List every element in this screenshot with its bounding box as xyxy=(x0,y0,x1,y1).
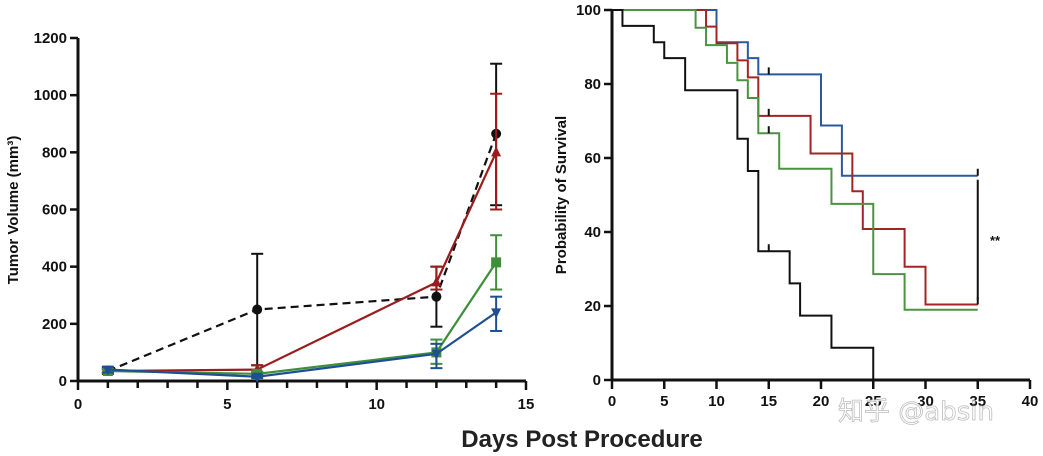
y-tick-label: 600 xyxy=(42,202,67,219)
data-point xyxy=(252,372,263,383)
significance-annotation: ** xyxy=(990,233,1001,248)
y-tick-label: 100 xyxy=(576,2,601,19)
series-line-red xyxy=(107,151,498,373)
survival-step-line xyxy=(612,9,875,380)
series-green xyxy=(101,234,503,379)
series-red xyxy=(101,92,503,375)
survival-curve-blue xyxy=(612,9,979,177)
shared-x-axis-title: Days Post Procedure xyxy=(461,426,702,453)
data-point xyxy=(431,276,442,287)
survival-curve-green xyxy=(612,9,978,311)
data-point xyxy=(431,349,442,360)
data-point xyxy=(491,257,502,268)
x-tick-label: 40 xyxy=(1022,393,1039,410)
series-blue xyxy=(101,295,503,383)
y-tick-label: 80 xyxy=(584,76,601,93)
y-tick-label: 40 xyxy=(584,224,601,241)
series-line-black xyxy=(107,133,498,373)
watermark: 知乎 @absin xyxy=(838,397,994,427)
data-point xyxy=(431,291,442,302)
y-tick-label: 1200 xyxy=(34,30,67,47)
y-tick-label: 0 xyxy=(593,372,601,389)
y-tick-label: 20 xyxy=(584,298,601,315)
series-black xyxy=(101,62,503,376)
y-tick-label: 200 xyxy=(42,316,67,333)
survival-curve-red xyxy=(612,9,979,306)
survival-y-axis-title: Probability of Survival xyxy=(553,116,570,274)
x-tick-label: 20 xyxy=(813,393,830,410)
survival-step-line xyxy=(612,9,978,311)
x-tick-label: 25 xyxy=(865,393,882,410)
x-tick-label: 5 xyxy=(223,396,231,413)
data-point xyxy=(102,365,113,376)
x-tick-label: 10 xyxy=(708,393,725,410)
y-tick-label: 800 xyxy=(42,144,67,161)
x-tick-label: 10 xyxy=(368,396,385,413)
survival-step-line xyxy=(612,9,978,306)
data-point xyxy=(252,304,263,315)
tumor-volume-y-axis-title: Tumor Volume (mm³) xyxy=(5,136,22,285)
x-tick-label: 15 xyxy=(518,396,535,413)
x-tick-label: 30 xyxy=(917,393,934,410)
y-tick-label: 400 xyxy=(42,259,67,276)
x-tick-label: 15 xyxy=(760,393,777,410)
y-tick-label: 0 xyxy=(59,373,67,390)
data-point xyxy=(491,308,502,319)
tumor-volume-chart: 0 200 400 600 800 1000 1200 0 5 10 15 xyxy=(34,30,535,413)
x-tick-label: 0 xyxy=(74,396,82,413)
data-point xyxy=(491,146,502,157)
y-tick-label: 60 xyxy=(584,150,601,167)
survival-curve-black xyxy=(612,9,875,380)
survival-chart: 0 20 40 60 80 100 0 5 10 15 20 25 30 35 40 xyxy=(576,2,1038,410)
x-tick-label: 5 xyxy=(660,393,668,410)
x-tick-label: 35 xyxy=(969,393,986,410)
survival-step-line xyxy=(612,9,978,177)
x-tick-label: 0 xyxy=(608,393,616,410)
series-line-blue xyxy=(107,311,497,378)
y-tick-label: 1000 xyxy=(34,87,67,104)
